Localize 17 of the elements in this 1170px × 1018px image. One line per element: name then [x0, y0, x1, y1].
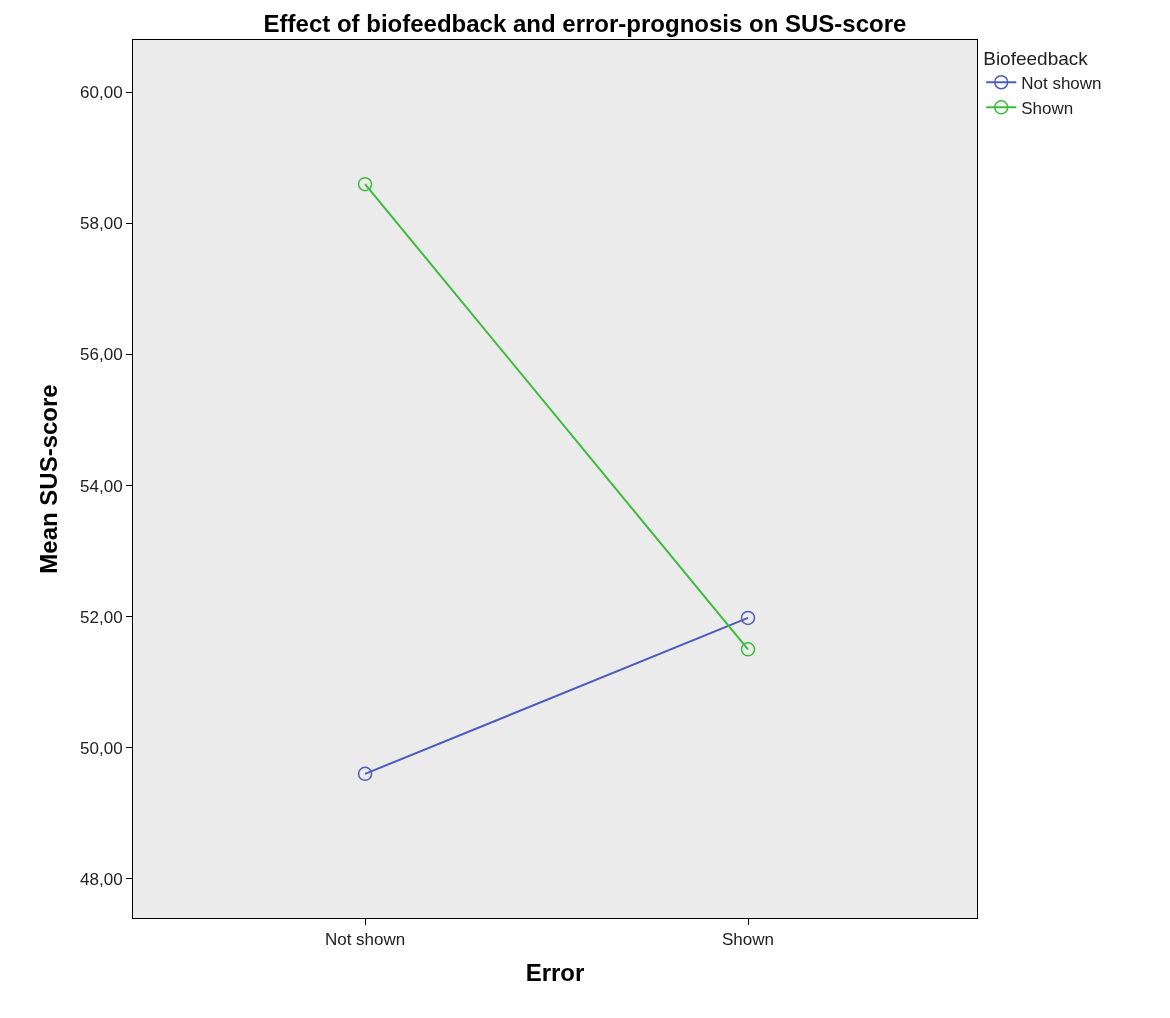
- x-axis-title: Error: [525, 958, 585, 986]
- point: [357, 766, 373, 782]
- y-tick-label: 52,00: [80, 607, 123, 627]
- y-tick-label: 48,00: [80, 869, 123, 889]
- chart-title: Effect of biofeedback and error-prognosis on SUS-score: [263, 10, 907, 38]
- y-tick-label: 50,00: [80, 738, 123, 758]
- point: [740, 642, 756, 657]
- y-axis-title: Mean SUS-score: [35, 384, 63, 574]
- legend-label: Not shown: [1021, 73, 1102, 93]
- legend-label: Shown: [1021, 98, 1074, 118]
- point: [357, 176, 373, 192]
- point: [740, 610, 756, 626]
- y-tick-label: 60,00: [80, 83, 123, 103]
- y-tick-label: 58,00: [80, 214, 123, 234]
- y-tick-label: 54,00: [80, 476, 123, 496]
- legend-title: Biofeedback: [983, 47, 1089, 69]
- y-tick-label: 56,00: [80, 345, 123, 365]
